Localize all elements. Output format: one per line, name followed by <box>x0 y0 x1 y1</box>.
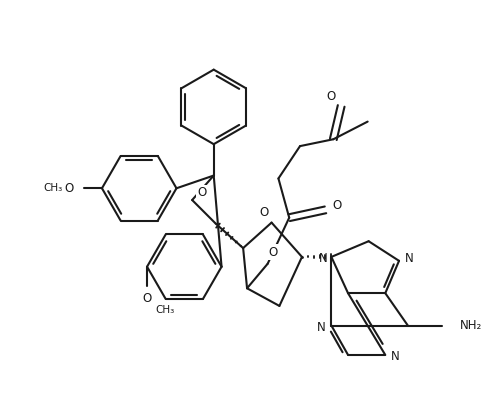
Text: N: N <box>317 321 326 334</box>
Text: N: N <box>391 350 399 364</box>
Text: O: O <box>327 90 336 103</box>
Text: O: O <box>142 292 151 305</box>
Text: CH₃: CH₃ <box>43 183 62 193</box>
Text: O: O <box>259 206 268 219</box>
Text: O: O <box>64 182 73 195</box>
Text: O: O <box>268 246 277 259</box>
Text: O: O <box>197 186 207 199</box>
Text: O: O <box>333 200 342 213</box>
Text: CH₃: CH₃ <box>155 305 174 315</box>
Text: N: N <box>405 252 413 265</box>
Text: NH₂: NH₂ <box>460 319 482 332</box>
Text: N: N <box>319 252 328 265</box>
